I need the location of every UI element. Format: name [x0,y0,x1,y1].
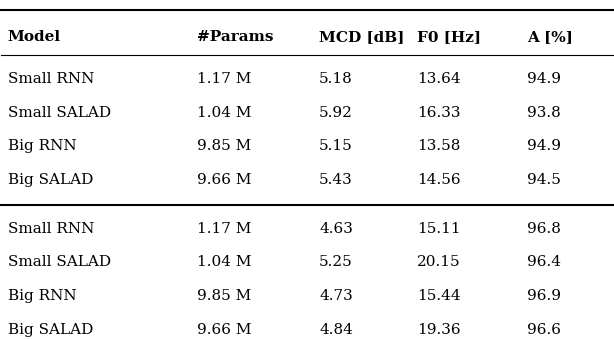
Text: 1.17 M: 1.17 M [197,72,251,86]
Text: Model: Model [7,30,61,44]
Text: Small RNN: Small RNN [7,72,94,86]
Text: 94.5: 94.5 [527,173,561,187]
Text: 1.17 M: 1.17 M [197,222,251,236]
Text: 15.11: 15.11 [417,222,460,236]
Text: Big SALAD: Big SALAD [7,173,93,187]
Text: 93.8: 93.8 [527,105,561,120]
Text: 4.84: 4.84 [319,323,353,337]
Text: 96.6: 96.6 [527,323,561,337]
Text: 1.04 M: 1.04 M [197,105,252,120]
Text: 94.9: 94.9 [527,72,561,86]
Text: 5.92: 5.92 [319,105,353,120]
Text: 20.15: 20.15 [417,255,460,269]
Text: Small SALAD: Small SALAD [7,255,111,269]
Text: 19.36: 19.36 [417,323,460,337]
Text: 96.9: 96.9 [527,289,561,303]
Text: 96.4: 96.4 [527,255,561,269]
Text: Small RNN: Small RNN [7,222,94,236]
Text: #Params: #Params [197,30,273,44]
Text: MCD [dB]: MCD [dB] [319,30,405,44]
Text: 13.58: 13.58 [417,139,460,153]
Text: A [%]: A [%] [527,30,573,44]
Text: 13.64: 13.64 [417,72,460,86]
Text: Small SALAD: Small SALAD [7,105,111,120]
Text: Big RNN: Big RNN [7,139,76,153]
Text: 14.56: 14.56 [417,173,460,187]
Text: 5.18: 5.18 [319,72,353,86]
Text: 5.43: 5.43 [319,173,353,187]
Text: 5.15: 5.15 [319,139,353,153]
Text: 4.73: 4.73 [319,289,353,303]
Text: 94.9: 94.9 [527,139,561,153]
Text: Big SALAD: Big SALAD [7,323,93,337]
Text: 96.8: 96.8 [527,222,561,236]
Text: 5.25: 5.25 [319,255,353,269]
Text: 9.66 M: 9.66 M [197,173,252,187]
Text: 1.04 M: 1.04 M [197,255,252,269]
Text: 15.44: 15.44 [417,289,460,303]
Text: F0 [Hz]: F0 [Hz] [417,30,481,44]
Text: Big RNN: Big RNN [7,289,76,303]
Text: 9.66 M: 9.66 M [197,323,252,337]
Text: 16.33: 16.33 [417,105,460,120]
Text: 9.85 M: 9.85 M [197,139,251,153]
Text: 4.63: 4.63 [319,222,353,236]
Text: 9.85 M: 9.85 M [197,289,251,303]
